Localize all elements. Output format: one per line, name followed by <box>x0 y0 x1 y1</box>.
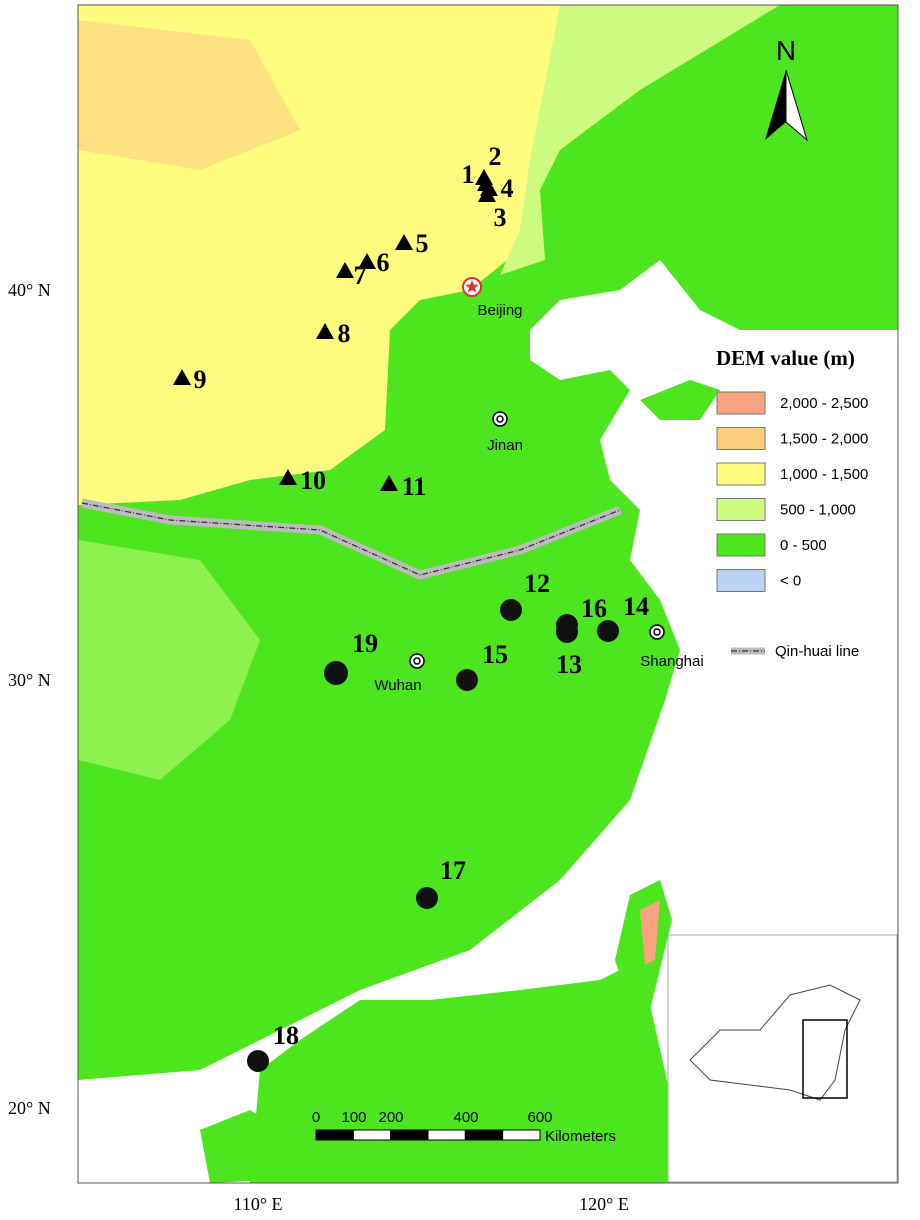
inset-extent <box>802 1019 848 1099</box>
legend-label: 500 - 1,000 <box>780 502 856 519</box>
inset <box>667 934 898 1183</box>
site-triangle <box>395 234 413 250</box>
scale-label: 200 <box>378 1109 403 1126</box>
city-label: Beijing <box>477 302 522 319</box>
peninsula <box>640 380 720 420</box>
legend-label: < 0 <box>780 573 801 590</box>
arrow-right <box>785 69 808 142</box>
lon-label: 110° E <box>233 1194 282 1214</box>
legend-swatch <box>716 533 766 557</box>
legend-label: 1,500 - 2,000 <box>780 431 868 448</box>
scale-segment <box>427 1129 466 1141</box>
scale-label: 0 <box>312 1109 320 1126</box>
scale-segment <box>315 1129 354 1141</box>
legend-swatch <box>716 427 766 450</box>
scale-label: 100 <box>341 1109 366 1126</box>
city-label: Wuhan <box>374 677 421 694</box>
legend-title: DEM value (m) <box>716 346 855 370</box>
legend-swatch <box>716 391 766 415</box>
site-triangle <box>380 475 398 491</box>
site-label: 19 <box>352 629 378 658</box>
site-label: 18 <box>273 1021 299 1050</box>
lat-label: 30° N <box>8 670 51 690</box>
site-label: 10 <box>300 466 326 495</box>
legend-swatch <box>716 498 766 521</box>
site-label: 9 <box>194 365 207 394</box>
north-arrow: N <box>765 35 808 142</box>
site-label: 13 <box>556 650 582 679</box>
site-label: 7 <box>354 261 367 290</box>
upland <box>500 5 780 275</box>
site-label: 15 <box>482 640 508 669</box>
site-label: 11 <box>402 472 427 501</box>
site-triangle <box>316 323 334 339</box>
legend-swatch <box>716 462 766 486</box>
site-label: 16 <box>581 594 607 623</box>
site-label: 12 <box>524 569 550 598</box>
city-label: Jinan <box>487 437 523 454</box>
site-triangle <box>480 180 498 196</box>
lat-label: 20° N <box>8 1098 51 1118</box>
site-triangle <box>358 253 376 269</box>
city-marker <box>492 411 508 427</box>
site-circle <box>456 669 478 691</box>
hainan <box>200 1110 280 1183</box>
legend-label: Qin-huai line <box>775 643 859 660</box>
city-label: Shanghai <box>640 653 703 670</box>
site-circle <box>416 887 438 909</box>
site-circle <box>500 599 522 621</box>
site-label: 2 <box>489 142 502 171</box>
site-triangle <box>336 262 354 278</box>
scale-label: 600 <box>527 1109 552 1126</box>
legend-label: 1,000 - 1,500 <box>780 466 868 483</box>
capital-star <box>465 280 479 293</box>
highland <box>78 20 300 170</box>
legend-label: 2,000 - 2,500 <box>780 395 868 412</box>
arrow-left <box>765 70 786 140</box>
site-label: 14 <box>623 592 649 621</box>
inset-outline <box>689 984 861 1101</box>
scale-segment <box>352 1129 392 1141</box>
site-triangle <box>279 469 297 485</box>
lon-label: 120° E <box>579 1194 629 1214</box>
site-circle <box>247 1050 269 1072</box>
site-label: 3 <box>494 203 507 232</box>
city-dot <box>496 415 504 423</box>
scale-label: 400 <box>453 1109 478 1126</box>
site-label: 5 <box>416 229 429 258</box>
city-marker <box>409 653 425 669</box>
scale-segment <box>390 1129 429 1141</box>
site-circle <box>597 620 619 642</box>
hills <box>78 540 260 780</box>
legend-swatch <box>716 569 766 592</box>
city-dot <box>413 657 421 665</box>
city-dot <box>653 628 661 636</box>
site-label: 6 <box>377 248 390 277</box>
city-marker <box>649 624 665 640</box>
legend-label: 0 - 500 <box>780 537 827 554</box>
lat-label: 40° N <box>8 280 51 300</box>
site-label: 4 <box>501 174 514 203</box>
qin-huai-line-core <box>81 502 621 576</box>
site-label: 17 <box>440 856 466 885</box>
scale-unit: Kilometers <box>545 1128 616 1145</box>
map-frame <box>77 4 899 1184</box>
site-circle <box>556 614 578 636</box>
site-label: 8 <box>338 319 351 348</box>
site-triangle <box>173 369 191 385</box>
site-circle <box>324 661 348 685</box>
taiwan-peaks <box>640 900 660 965</box>
north-label: N <box>776 35 796 66</box>
scale-segment <box>502 1129 541 1141</box>
scale-segment <box>464 1129 504 1141</box>
site-label: 1 <box>462 160 475 189</box>
